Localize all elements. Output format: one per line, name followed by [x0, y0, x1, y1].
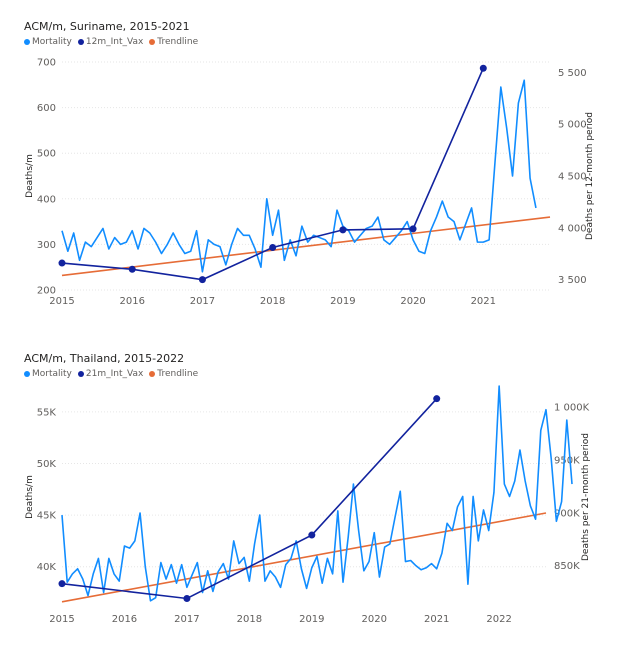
trendline [61, 216, 551, 277]
vax-point [198, 276, 206, 284]
suriname-chart: ACM/m, Suriname, 2015-2021 Mortality 12m… [0, 0, 628, 320]
y2-tick-label: 5 000 [558, 120, 587, 131]
y-tick-label: 50K [37, 459, 57, 470]
x-tick-label: 2015 [49, 614, 74, 625]
vax-point [128, 265, 136, 273]
mortality-line [61, 385, 573, 602]
thailand-chart: ACM/m, Thailand, 2015-2022 Mortality 21m… [0, 332, 628, 654]
vax-point [58, 259, 66, 267]
y2-axis-label: Deaths per 21-month period [581, 433, 591, 561]
y2-axis-label: Deaths per 12-month period [585, 112, 595, 240]
legend-label: Trendline [157, 37, 199, 47]
legend-dot [149, 39, 156, 45]
legend-dot [77, 371, 84, 377]
vax-point [409, 225, 417, 233]
y-axis-label: Deaths/m [25, 154, 35, 198]
legend-dot [24, 371, 30, 377]
x-tick-label: 2020 [400, 296, 425, 307]
vax-point [433, 395, 441, 403]
chart-title: ACM/m, Suriname, 2015-2021 [24, 20, 190, 33]
legend-item-vax[interactable]: 21m_Int_Vax [77, 369, 144, 379]
y-tick-label: 600 [37, 103, 56, 114]
x-tick-label: 2022 [486, 614, 511, 625]
plot-area[interactable]: 40K 45K 50K 55K 850K 900K 950K 1 000K 2015 2016 20… [0, 332, 628, 654]
y-tick-label: 300 [37, 240, 56, 251]
x-tick-label: 2021 [471, 296, 496, 307]
legend-dot [24, 39, 30, 45]
legend: Mortality 12m_Int_Vax Trendline [24, 37, 198, 47]
vax-point [58, 580, 66, 588]
x-tick-label: 2017 [174, 614, 199, 625]
legend-label: 21m_Int_Vax [85, 369, 144, 379]
vax-point [183, 594, 191, 602]
x-tick-label: 2016 [119, 296, 144, 307]
y-tick-label: 40K [37, 562, 57, 573]
x-tick-label: 2017 [190, 296, 215, 307]
x-tick-label: 2019 [330, 296, 355, 307]
legend-dot [149, 371, 156, 377]
y-axis-label: Deaths/m [25, 475, 35, 519]
y2-tick-label: 4 500 [558, 172, 587, 183]
x-tick-label: 2015 [49, 296, 74, 307]
y2-tick-label: 5 500 [558, 68, 587, 79]
y2-tick-label: 950K [554, 456, 580, 467]
legend-item-mortality[interactable]: Mortality [24, 37, 72, 47]
trendline [61, 512, 547, 603]
x-tick-label: 2018 [260, 296, 285, 307]
vax-line [61, 398, 438, 600]
plot-area[interactable]: 200 300 400 500 600 700 3 500 4 000 4 500 5 000 5 … [0, 0, 628, 320]
vax-point [269, 244, 277, 252]
x-tick-label: 2019 [299, 614, 324, 625]
chart-title: ACM/m, Thailand, 2015-2022 [24, 352, 185, 365]
y2-tick-label: 4 000 [558, 223, 587, 234]
legend-label: Mortality [32, 37, 72, 47]
y-tick-label: 55K [37, 407, 57, 418]
legend-label: 12m_Int_Vax [85, 37, 144, 47]
x-tick-label: 2021 [424, 614, 449, 625]
x-tick-label: 2016 [112, 614, 137, 625]
legend-dot [77, 39, 84, 45]
legend-item-trendline[interactable]: Trendline [149, 37, 198, 47]
legend-label: Trendline [157, 369, 199, 379]
y2-tick-label: 3 500 [558, 275, 587, 286]
y-tick-label: 500 [37, 149, 56, 160]
y-tick-label: 45K [37, 511, 57, 522]
legend: Mortality 21m_Int_Vax Trendline [24, 369, 198, 379]
legend-item-mortality[interactable]: Mortality [24, 369, 72, 379]
legend-label: Mortality [32, 369, 72, 379]
legend-item-vax[interactable]: 12m_Int_Vax [77, 37, 144, 47]
y2-tick-label: 900K [554, 508, 580, 519]
y2-tick-label: 1 000K [554, 403, 590, 414]
y-tick-label: 200 [37, 286, 56, 297]
y-tick-label: 400 [37, 194, 56, 205]
x-tick-label: 2020 [362, 614, 387, 625]
vax-point [339, 226, 347, 234]
x-tick-label: 2018 [237, 614, 262, 625]
vax-point [308, 531, 316, 539]
y2-tick-label: 850K [554, 561, 580, 572]
legend-item-trendline[interactable]: Trendline [149, 369, 198, 379]
y-tick-label: 700 [37, 58, 56, 69]
vax-point [479, 64, 487, 72]
